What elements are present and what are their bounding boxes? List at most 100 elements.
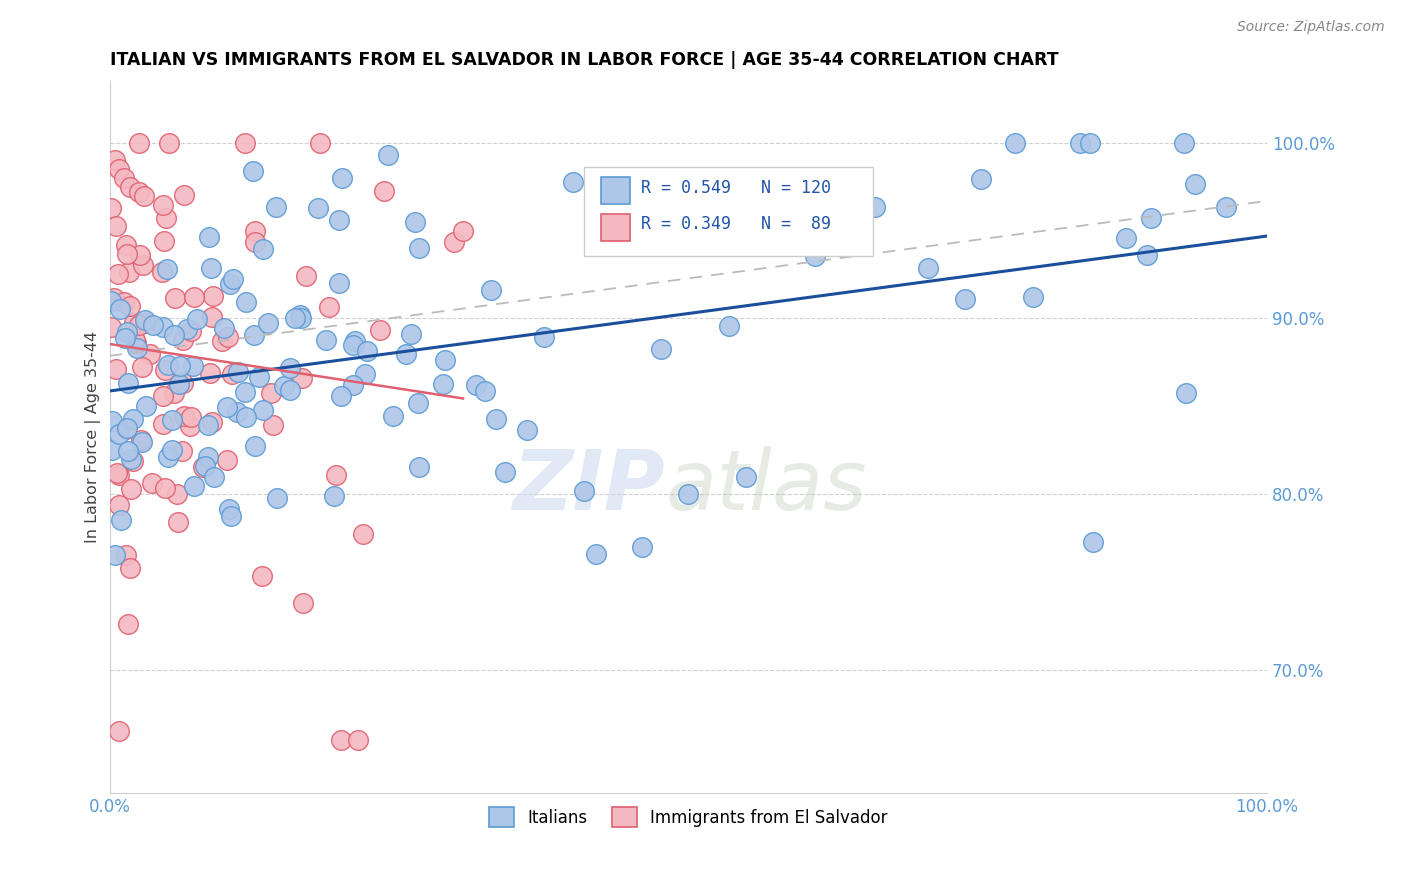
Point <box>295 268 318 283</box>
Point <box>318 301 340 315</box>
Point <box>172 333 194 347</box>
Point <box>104 153 127 168</box>
Point <box>718 318 741 333</box>
Point <box>284 311 307 326</box>
Point <box>191 460 214 475</box>
Point <box>115 325 138 339</box>
Point <box>291 371 314 385</box>
Text: R = 0.549   N = 120: R = 0.549 N = 120 <box>641 179 831 197</box>
Point <box>481 283 503 297</box>
Point <box>250 568 273 582</box>
Point <box>152 417 174 432</box>
Point <box>243 439 266 453</box>
Point <box>243 224 266 238</box>
Point <box>222 271 245 285</box>
Point <box>290 310 312 325</box>
Point <box>218 502 240 516</box>
Point <box>1184 177 1206 191</box>
Point <box>970 171 993 186</box>
Point <box>1115 231 1137 245</box>
Point <box>198 367 221 381</box>
Point <box>117 617 139 632</box>
Point <box>330 733 353 747</box>
Point <box>167 376 190 391</box>
Point <box>211 334 233 349</box>
Point <box>201 310 224 325</box>
Point <box>368 322 391 336</box>
Point <box>132 258 155 272</box>
Text: ITALIAN VS IMMIGRANTS FROM EL SALVADOR IN LABOR FORCE | AGE 35-44 CORRELATION CH: ITALIAN VS IMMIGRANTS FROM EL SALVADOR I… <box>110 51 1059 69</box>
Point <box>1139 211 1161 226</box>
Point <box>201 289 224 303</box>
Point <box>120 299 142 313</box>
Point <box>432 376 454 391</box>
Point <box>152 197 174 211</box>
Point <box>451 224 474 238</box>
Point <box>155 363 177 377</box>
Point <box>342 338 364 352</box>
Point <box>114 422 136 436</box>
Point <box>533 329 555 343</box>
Y-axis label: In Labor Force | Age 35-44: In Labor Force | Age 35-44 <box>86 331 101 543</box>
Point <box>328 276 350 290</box>
Point <box>395 347 418 361</box>
Point <box>129 248 152 262</box>
Point <box>1022 290 1045 304</box>
Point <box>572 483 595 498</box>
Point <box>264 200 287 214</box>
Point <box>685 181 707 195</box>
Point <box>217 330 239 344</box>
Point <box>124 333 146 347</box>
Point <box>110 513 132 527</box>
Point <box>105 219 128 234</box>
Point <box>180 324 202 338</box>
Point <box>179 419 201 434</box>
Point <box>235 136 257 150</box>
Point <box>494 466 516 480</box>
Point <box>678 487 700 501</box>
Point <box>157 450 180 464</box>
Point <box>328 213 350 227</box>
Point <box>152 320 174 334</box>
Point <box>252 403 274 417</box>
Point <box>108 427 131 442</box>
Point <box>377 147 399 161</box>
Point <box>347 733 370 747</box>
Point <box>117 443 139 458</box>
Point <box>221 367 243 381</box>
Point <box>215 400 238 414</box>
Point <box>103 548 125 562</box>
Point <box>170 443 193 458</box>
Point <box>332 170 354 185</box>
Point <box>108 724 131 739</box>
Point <box>322 489 344 503</box>
Point <box>156 359 179 373</box>
Point <box>291 596 314 610</box>
Point <box>125 335 148 350</box>
FancyBboxPatch shape <box>602 214 630 242</box>
Point <box>434 353 457 368</box>
Point <box>278 384 301 398</box>
Point <box>120 179 142 194</box>
Point <box>108 468 131 483</box>
Point <box>197 450 219 465</box>
Point <box>114 331 136 345</box>
Point <box>155 211 177 225</box>
Point <box>139 347 162 361</box>
Text: Source: ZipAtlas.com: Source: ZipAtlas.com <box>1237 20 1385 34</box>
Point <box>173 188 195 202</box>
Point <box>309 136 332 150</box>
Point <box>404 215 426 229</box>
Point <box>173 409 195 424</box>
Point <box>186 311 208 326</box>
Point <box>474 384 496 398</box>
Point <box>115 238 138 252</box>
Point <box>103 291 125 305</box>
Point <box>235 410 257 425</box>
Point <box>115 421 138 435</box>
Point <box>352 527 374 541</box>
Point <box>217 453 239 467</box>
Point <box>194 459 217 474</box>
Point <box>307 201 329 215</box>
Point <box>142 318 165 332</box>
